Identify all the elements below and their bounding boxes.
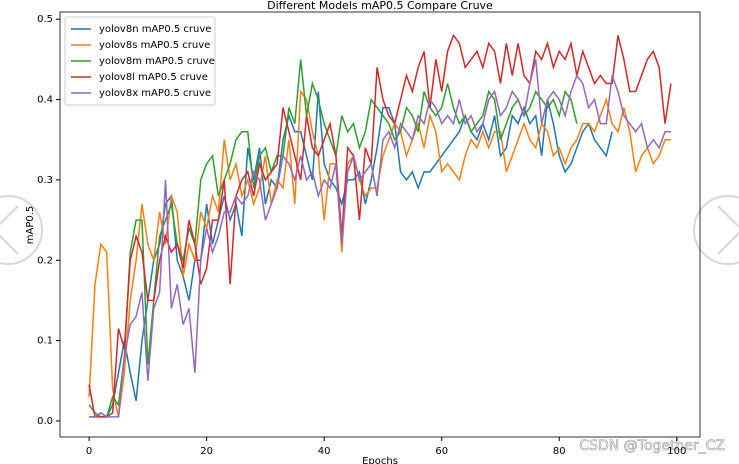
legend: yolov8n mAP0.5 cruve yolov8s mAP0.5 cruve… <box>64 16 216 106</box>
legend-label: yolov8n mAP0.5 cruve <box>99 24 211 35</box>
x-tick-label: 0 <box>86 446 92 457</box>
nav-arrows <box>0 195 739 265</box>
y-axis-label: mAP0.5 <box>25 206 36 245</box>
series-line <box>89 91 613 419</box>
plot-frame <box>59 11 701 438</box>
y-tick-label: 0.2 <box>37 255 53 266</box>
legend-label: yolov8s mAP0.5 cruve <box>99 40 210 51</box>
legend-label: yolov8l mAP0.5 cruve <box>99 72 208 83</box>
y-tick-label: 0.1 <box>37 336 53 347</box>
series-line <box>89 59 671 418</box>
x-tick-label: 80 <box>553 446 566 457</box>
legend-box <box>64 16 216 106</box>
legend-label: yolov8m mAP0.5 cruve <box>99 56 215 67</box>
watermark: CSDN @Together_CZ <box>579 438 725 454</box>
legend-label: yolov8x mAP0.5 cruve <box>99 88 211 99</box>
series-line <box>88 59 578 418</box>
x-tick-label: 100 <box>667 446 686 457</box>
y-tick-label: 0.0 <box>37 416 53 427</box>
x-tick-label: 40 <box>318 446 331 457</box>
y-tick-label: 0.3 <box>37 175 53 186</box>
chart-title: Different Models mAP0.5 Compare Cruve <box>267 0 493 12</box>
y-tick-label: 0.4 <box>37 95 53 106</box>
x-axis-label: Epochs <box>362 456 398 464</box>
series-line <box>88 33 672 418</box>
x-tick-label: 60 <box>435 446 448 457</box>
x-tick-label: 20 <box>200 446 213 457</box>
y-tick-label: 0.5 <box>37 14 53 25</box>
